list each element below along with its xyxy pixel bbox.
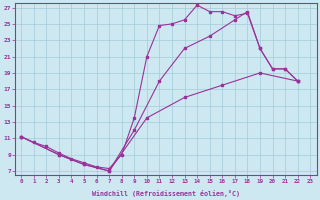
- X-axis label: Windchill (Refroidissement éolien,°C): Windchill (Refroidissement éolien,°C): [92, 190, 240, 197]
